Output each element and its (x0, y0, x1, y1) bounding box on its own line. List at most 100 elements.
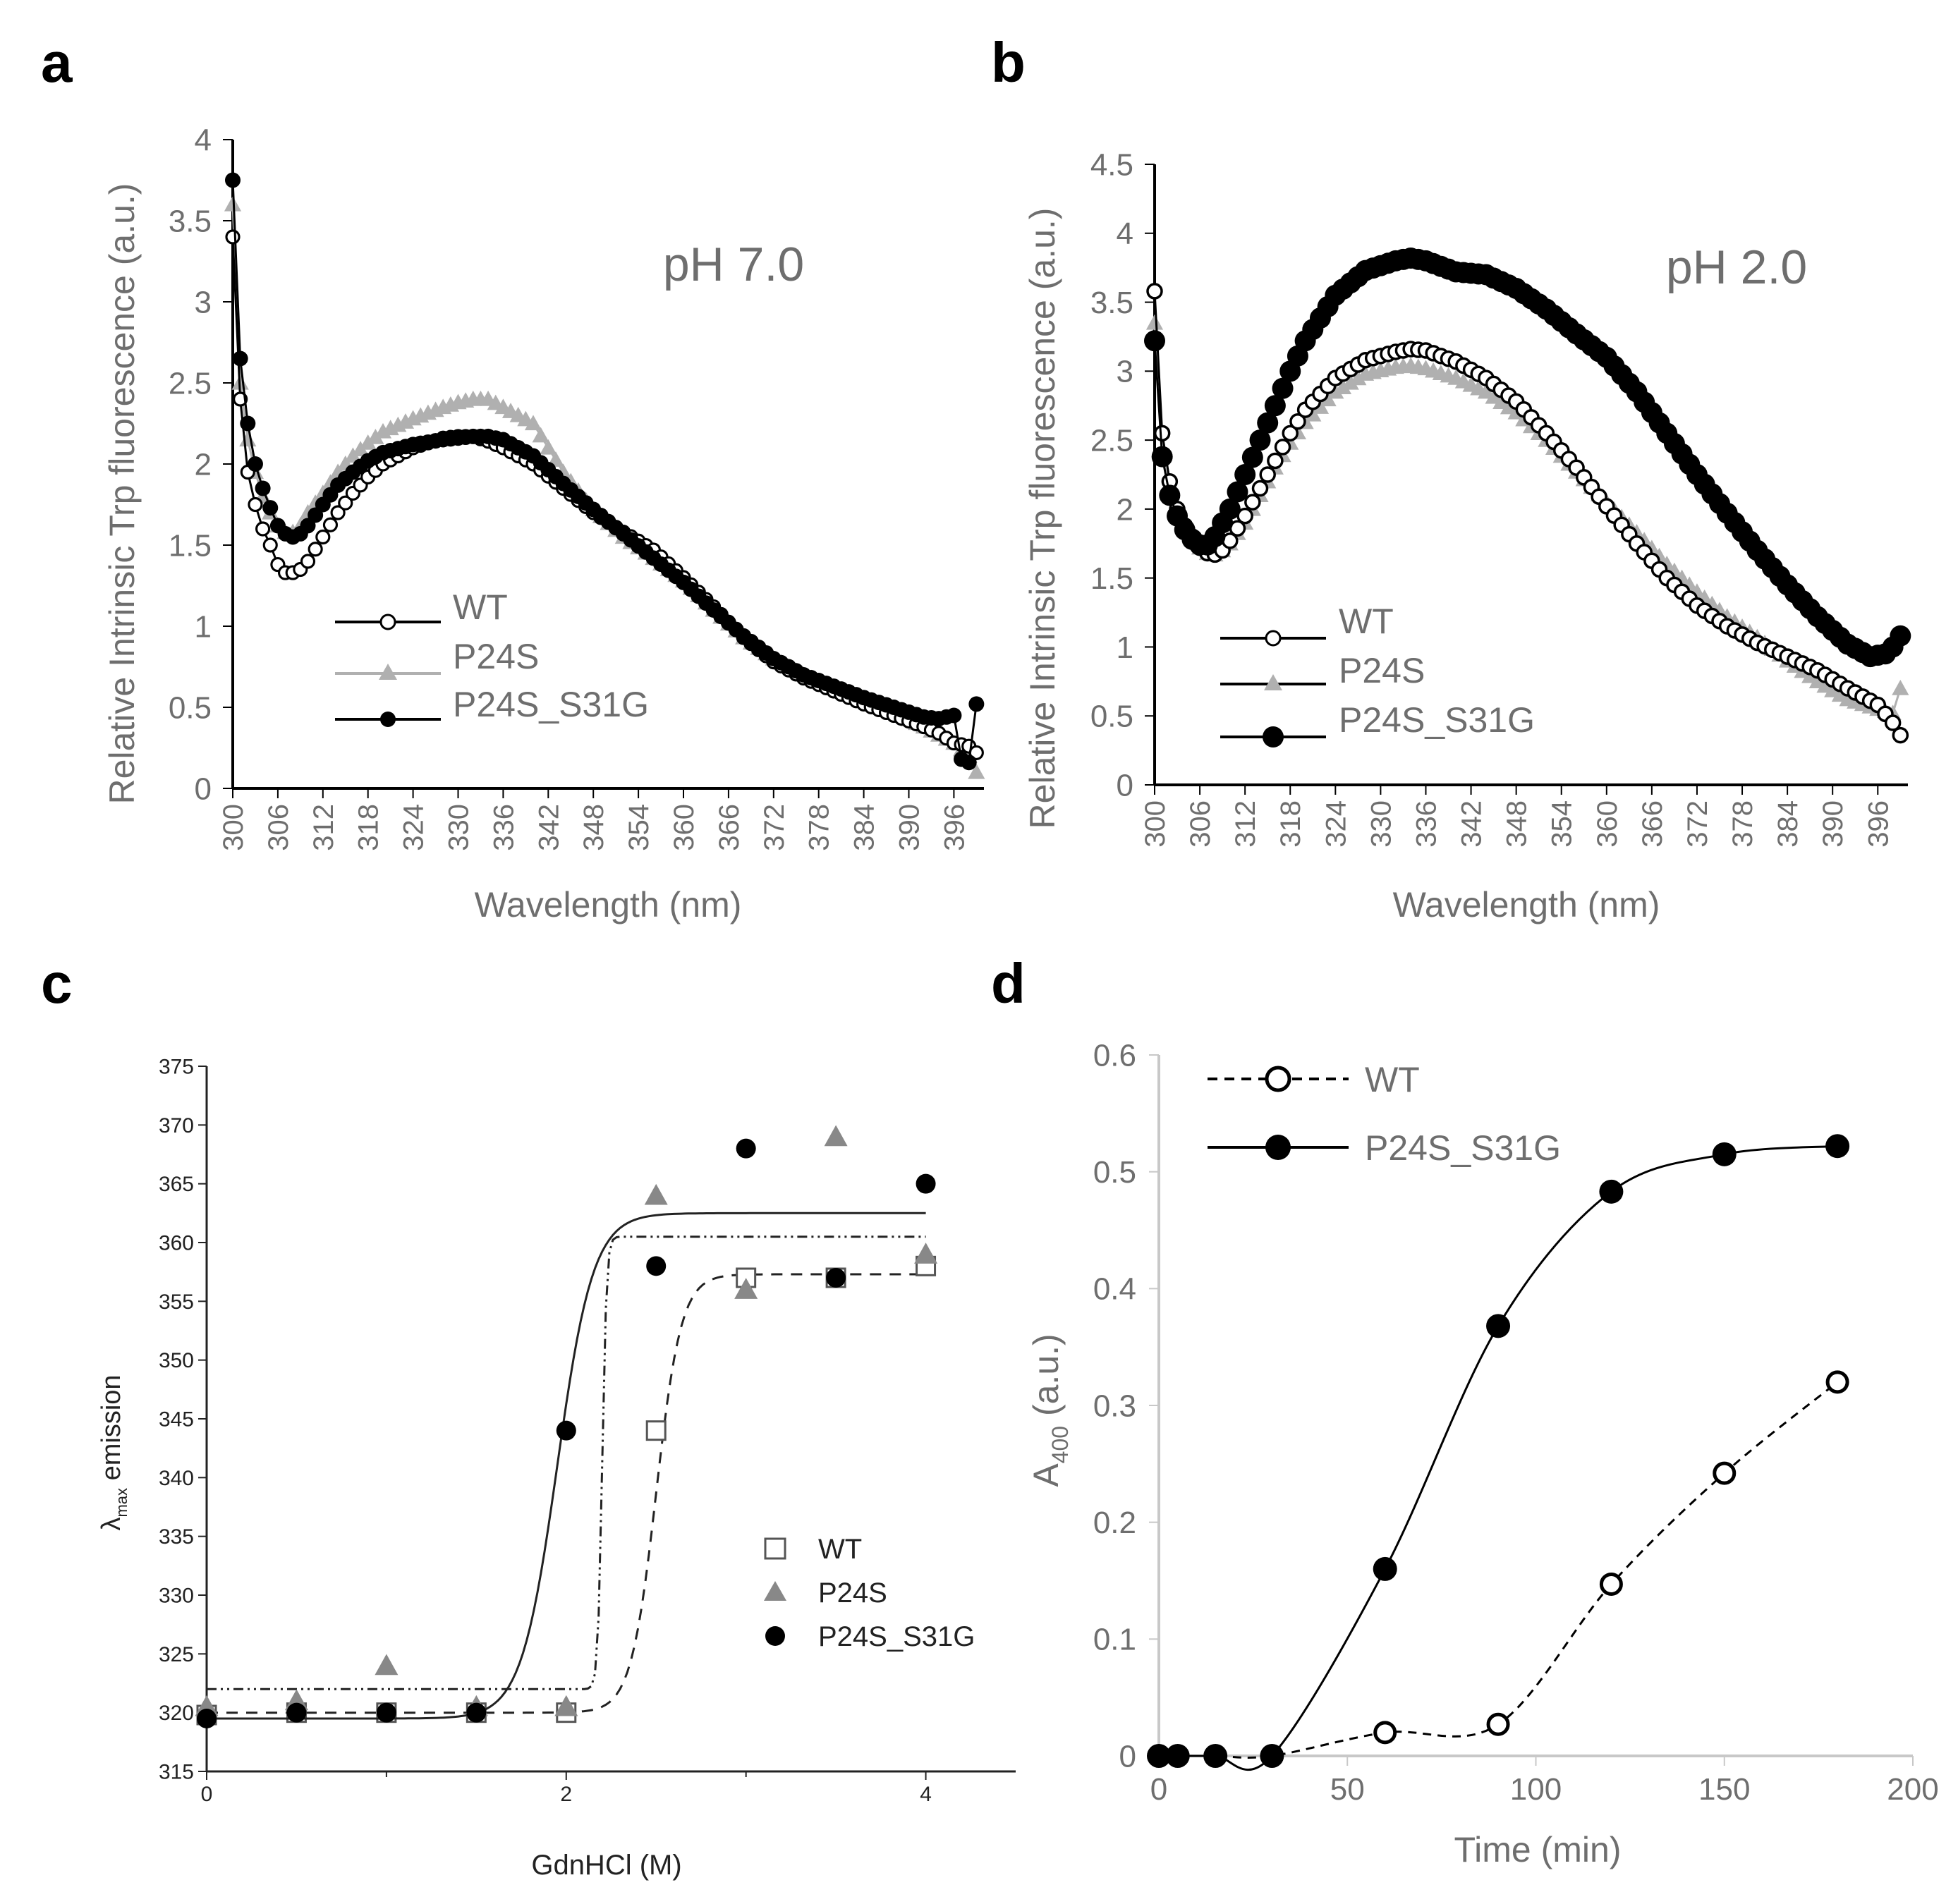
point-wt-0 (225, 229, 241, 245)
x-tick-label-384: 384 (849, 804, 880, 851)
y-tick-label-315: 315 (159, 1761, 194, 1784)
y-tick-label-0: 0 (1117, 768, 1133, 803)
series-p24s-s31g (225, 172, 985, 771)
point-p24s-7 (824, 1125, 848, 1147)
y-tick-label-4: 4 (195, 123, 212, 157)
x-tick-label-312: 312 (308, 804, 339, 851)
axes: 0 0.5 1 1.5 2 2.5 3 3.5 4 300 306 312 318 324 330 336 34… (169, 123, 984, 851)
point-p24s-s31g-5 (646, 1256, 667, 1276)
series-p24s-s31g (197, 1138, 936, 1728)
legend-label-wt: WT (1339, 602, 1394, 641)
point-p24s-s31g-99 (968, 696, 985, 712)
legend-marker-wt (1265, 630, 1282, 647)
y-tick-label-365: 365 (159, 1173, 194, 1196)
x-tick-label-306: 306 (1185, 800, 1216, 848)
y-tick-label-1: 1 (1117, 630, 1133, 665)
x-tick-label-200: 200 (1887, 1772, 1938, 1807)
y-tick-label-325: 325 (159, 1643, 194, 1666)
point-p24s-s31g-0 (1144, 330, 1165, 352)
x-tick-label-336: 336 (1411, 800, 1442, 848)
point-p24s-s31g-4 (255, 480, 271, 496)
point-wt-19 (1289, 413, 1306, 430)
point-p24s-s31g-3 (247, 456, 263, 472)
y-tick-label-0-4: 0.4 (1093, 1272, 1136, 1307)
panel-b-legend: WT P24S P24S_S31G (1220, 602, 1535, 747)
point-wt-11 (308, 542, 323, 557)
point-p24s-s31g-8 (916, 1173, 936, 1194)
point-p24s-0 (1145, 314, 1164, 330)
point-wt-18 (1282, 425, 1299, 442)
legend-entry-p24s-s31g: P24S_S31G (765, 1621, 975, 1652)
point-p24s-s31g-11 (1227, 481, 1248, 503)
panel-c-ylabel: λmax emission (97, 1374, 130, 1530)
y-tick-label-0-5: 0.5 (1090, 700, 1133, 734)
y-tick-label-345: 345 (159, 1408, 194, 1432)
point-p24s-99 (968, 763, 985, 779)
panel-c-ylabel-sub: max (113, 1488, 130, 1518)
y-tick-label-1: 1 (195, 609, 212, 644)
panel-a-xlabel: Wavelength (nm) (475, 885, 742, 924)
panel-b-xlabel: Wavelength (nm) (1393, 885, 1660, 924)
x-tick-label-100: 100 (1510, 1772, 1562, 1807)
point-p24s-s31g-14 (1249, 429, 1271, 451)
point-wt-1 (233, 391, 248, 407)
panel-c-ylabel-main: λ (97, 1518, 126, 1531)
legend-marker-p24s (1264, 674, 1282, 690)
y-tick-label-0-5: 0.5 (169, 690, 212, 725)
point-p24s-99 (1892, 680, 1909, 695)
point-wt-8 (1825, 1370, 1849, 1394)
panel-d-legend: WT P24S_S31G (1208, 1060, 1561, 1168)
point-p24s-s31g-1 (1151, 446, 1173, 468)
y-tick-label-1-5: 1.5 (169, 528, 212, 563)
point-p24s-40 (524, 415, 542, 431)
y-tick-label-2-5: 2.5 (169, 366, 212, 401)
y-tick-label-2-5: 2.5 (1090, 424, 1133, 458)
point-p24s-4 (554, 1695, 578, 1716)
x-tick-label-324: 324 (399, 804, 430, 851)
panel-d-ylabel-main: A (1026, 1463, 1066, 1487)
point-p24s-s31g-0 (1147, 1744, 1171, 1768)
point-p24s-s31g-12 (1234, 464, 1256, 485)
point-p24s-s31g-8 (1825, 1134, 1850, 1159)
panel-b-ylabel: Relative Intrinsic Trp fluorescence (a.u… (1023, 208, 1062, 829)
point-wt-4 (1373, 1721, 1397, 1745)
x-tick-label-0: 0 (201, 1783, 213, 1806)
panel-a-ylabel: Relative Intrinsic Trp fluorescence (a.u… (102, 183, 142, 805)
point-wt-99 (1892, 726, 1909, 744)
legend-marker-p24s-s31g (380, 712, 396, 727)
legend-marker-p24s (764, 1581, 786, 1601)
point-p24s-18 (359, 434, 377, 450)
y-tick-label-375: 375 (159, 1056, 194, 1079)
point-wt-12 (315, 529, 331, 545)
x-tick-label-312: 312 (1230, 800, 1261, 848)
point-p24s-s31g-4 (556, 1420, 576, 1441)
point-wt-16 (1267, 452, 1284, 470)
legend-entry-p24s: P24S (335, 637, 539, 680)
point-wt-17 (1274, 439, 1291, 456)
y-tick-label-330: 330 (159, 1585, 194, 1608)
legend-label-p24s: P24S (453, 637, 539, 676)
x-tick-label-372: 372 (759, 804, 790, 851)
legend-label-p24s-s31g: P24S_S31G (453, 685, 649, 724)
point-wt-15 (1259, 466, 1276, 483)
panel-a: a 0 0.5 1 1.5 2 2.5 3 3.5 4 300 306 312 318 324 330 336… (41, 31, 985, 924)
panel-b-title: pH 2.0 (1666, 240, 1807, 294)
point-p24s-s31g-2 (1203, 1744, 1228, 1768)
y-tick-label-335: 335 (159, 1525, 194, 1549)
axes: 315 320 325 330 335 340 345 350 355 360 365 370 375 0… (159, 1056, 1016, 1806)
point-p24s-s31g-1 (232, 350, 248, 367)
legend-label-p24s-s31g: P24S_S31G (1339, 700, 1535, 740)
x-tick-label-2: 2 (560, 1783, 572, 1806)
y-tick-label-340: 340 (159, 1467, 194, 1490)
panel-c-plot: 315 320 325 330 335 340 345 350 355 360 365 370 375 0… (159, 1056, 1016, 1806)
x-tick-label-354: 354 (1547, 800, 1578, 848)
point-p24s-s31g-6 (736, 1138, 756, 1159)
point-wt-14 (330, 505, 346, 520)
legend-label-p24s: P24S (818, 1577, 887, 1609)
x-tick-label-50: 50 (1330, 1772, 1365, 1807)
legend-entry-wt: WT (1208, 1060, 1420, 1099)
series-p24s-s31g (1144, 247, 1911, 668)
y-tick-label-355: 355 (159, 1290, 194, 1314)
x-tick-label-366: 366 (714, 804, 745, 851)
y-tick-label-0: 0 (195, 771, 212, 806)
